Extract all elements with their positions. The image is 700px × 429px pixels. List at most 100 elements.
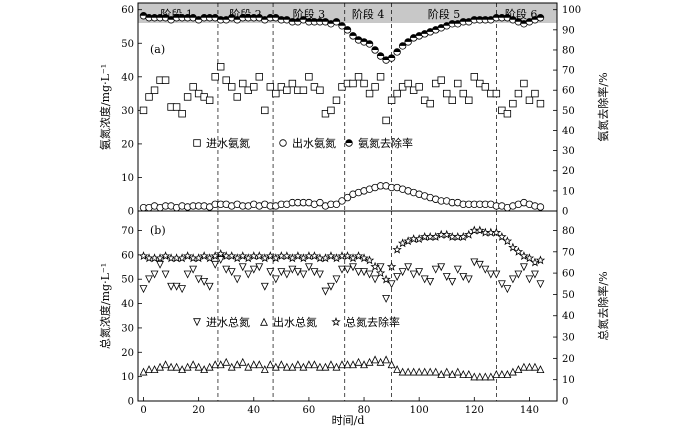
data-point xyxy=(189,83,197,91)
data-point xyxy=(464,370,473,378)
data-point xyxy=(349,79,357,88)
data-point xyxy=(415,83,423,91)
data-point xyxy=(172,103,181,111)
data-point xyxy=(183,270,192,279)
right-tick-label: 100 xyxy=(562,5,581,16)
data-point xyxy=(145,365,153,374)
data-point xyxy=(139,106,148,115)
data-point xyxy=(431,265,440,274)
data-point xyxy=(465,96,473,104)
data-point xyxy=(200,277,209,286)
panel-b-left-axis-ticks: 0 10 20 30 40 50 60 70 xyxy=(121,226,142,408)
data-point xyxy=(414,234,424,243)
data-point xyxy=(509,99,517,108)
data-point xyxy=(442,367,451,376)
data-point xyxy=(150,365,159,374)
data-point xyxy=(431,231,441,241)
data-point xyxy=(492,89,501,98)
data-point xyxy=(404,38,412,46)
data-point xyxy=(172,362,181,371)
left-tick-label: 20 xyxy=(121,348,134,359)
panel-a-left-axis-ticks: 0 10 20 30 40 50 60 xyxy=(121,5,142,218)
data-point xyxy=(393,89,401,98)
data-point xyxy=(353,251,364,261)
data-point xyxy=(426,367,435,376)
panel-b-right-axis-title: 总氮去除率/% xyxy=(596,271,610,340)
data-point xyxy=(514,89,523,98)
x-tick-label: 80 xyxy=(358,405,371,416)
data-point xyxy=(360,268,368,277)
data-point xyxy=(497,280,506,289)
data-point xyxy=(531,270,539,279)
left-tick-label: 30 xyxy=(121,323,134,334)
legend-marker xyxy=(193,139,201,147)
right-tick-label: 40 xyxy=(562,126,575,137)
left-tick-label: 50 xyxy=(121,39,134,50)
data-point xyxy=(167,362,176,371)
data-point xyxy=(139,367,148,376)
data-point xyxy=(403,236,413,246)
data-point xyxy=(266,268,275,277)
data-point xyxy=(156,362,164,371)
data-point xyxy=(299,270,308,279)
legend-marker xyxy=(345,139,353,147)
data-point xyxy=(354,357,363,366)
data-point xyxy=(470,73,479,81)
data-point xyxy=(349,32,357,40)
data-point xyxy=(365,270,374,279)
panel-a-label: (a) xyxy=(150,43,165,56)
data-point xyxy=(365,357,374,366)
data-point xyxy=(338,360,346,369)
data-point xyxy=(404,263,413,272)
data-point xyxy=(293,360,302,369)
data-point xyxy=(491,227,502,237)
data-point xyxy=(343,26,352,34)
data-point xyxy=(498,14,506,22)
left-tick-label: 50 xyxy=(121,275,134,286)
data-point xyxy=(139,285,148,294)
data-point xyxy=(238,263,247,272)
data-point xyxy=(293,268,302,277)
data-point xyxy=(310,18,319,26)
legend-marker xyxy=(193,318,201,327)
data-point xyxy=(232,253,242,263)
data-point xyxy=(298,253,309,263)
data-point xyxy=(321,287,330,296)
data-point xyxy=(178,14,186,22)
data-point xyxy=(327,106,335,115)
data-point xyxy=(398,268,407,277)
left-tick-label: 10 xyxy=(121,372,134,383)
data-point xyxy=(431,367,440,376)
data-point xyxy=(359,253,369,263)
data-point xyxy=(266,14,275,22)
data-point xyxy=(404,79,412,88)
right-tick-label: 10 xyxy=(562,375,575,386)
data-point xyxy=(265,251,276,261)
data-point xyxy=(437,370,446,378)
data-point xyxy=(304,360,313,369)
right-tick-label: 30 xyxy=(562,146,575,157)
right-tick-label: 50 xyxy=(562,290,575,301)
data-point xyxy=(536,365,545,374)
left-tick-label: 20 xyxy=(121,139,134,150)
data-point xyxy=(458,231,468,241)
data-point xyxy=(222,357,231,366)
data-point xyxy=(282,251,292,261)
data-point xyxy=(386,261,397,271)
right-tick-label: 0 xyxy=(562,397,568,408)
data-point xyxy=(426,99,434,108)
data-point xyxy=(371,83,379,91)
data-point xyxy=(321,362,330,371)
data-point xyxy=(178,110,186,118)
legend-marker xyxy=(260,317,268,326)
data-point xyxy=(254,251,264,261)
panel-b-frame xyxy=(137,210,558,402)
data-point xyxy=(161,14,170,22)
data-point xyxy=(194,362,203,371)
data-point xyxy=(277,268,286,277)
data-point xyxy=(503,370,512,378)
right-tick-label: 10 xyxy=(562,186,575,197)
panel-b-label: (b) xyxy=(150,224,166,237)
panel-b-right-axis-ticks: 0 10 20 30 40 50 60 70 80 xyxy=(553,226,575,408)
